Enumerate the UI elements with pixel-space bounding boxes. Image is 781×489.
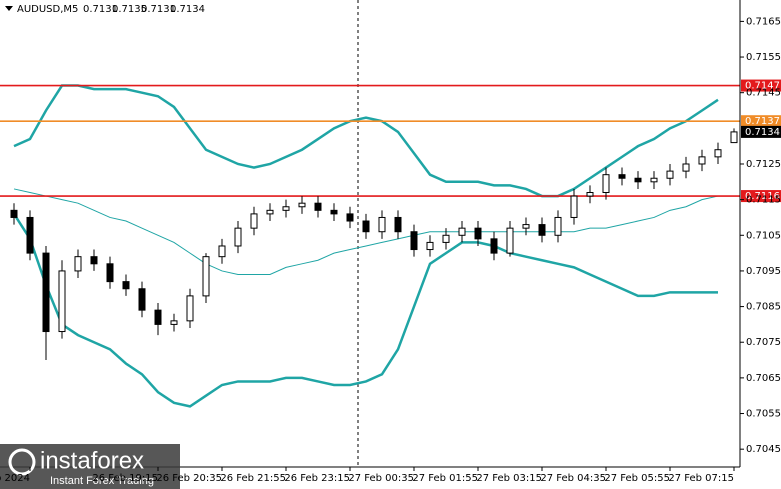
x-tick-label: 26 Feb 23:15 — [284, 473, 350, 484]
candle-body — [362, 220, 370, 233]
level-label-bg — [741, 115, 781, 128]
candle-body — [186, 295, 194, 322]
y-tick-label: 0.7165 — [746, 16, 781, 27]
y-tick-label: 0.7085 — [746, 302, 781, 313]
watermark-tagline: Instant Forex Trading — [50, 475, 154, 487]
candle-body — [330, 209, 338, 215]
candle-body — [346, 213, 354, 222]
candle-body — [26, 216, 34, 254]
watermark-icon — [8, 448, 36, 476]
candle-body — [474, 227, 482, 240]
y-tick-label: 0.7125 — [746, 159, 781, 170]
level-label-bg — [741, 190, 781, 203]
candle-body — [506, 227, 514, 254]
band-line — [13, 188, 719, 275]
candle-body — [170, 320, 178, 325]
symbol-title: AUDUSD,M5 — [17, 4, 78, 15]
candle-body — [106, 263, 114, 283]
candle-body — [314, 202, 322, 211]
x-tick-label: 27 Feb 00:35 — [348, 473, 414, 484]
x-tick-label: 27 Feb 04:35 — [540, 473, 606, 484]
watermark: instaforex Instant Forex Trading — [0, 444, 180, 489]
header-close: 0.7134 — [170, 4, 205, 15]
candle-body — [250, 213, 258, 229]
candle-body — [138, 288, 146, 311]
header-high: 0.7135 — [112, 4, 147, 15]
candle-body — [42, 252, 50, 333]
x-tick-label: 27 Feb 03:15 — [476, 473, 542, 484]
candle-body — [218, 245, 226, 258]
level-label: 0.7116 — [745, 191, 780, 202]
candle-body — [426, 241, 434, 251]
candle-body — [282, 206, 290, 211]
watermark-brand: instaforex — [40, 447, 144, 474]
candle-body — [410, 231, 418, 251]
candle-body — [602, 174, 610, 194]
x-tick-label: 26 Feb 19:15 — [92, 473, 158, 484]
price-label-bg — [741, 125, 781, 138]
level-label-bg — [741, 79, 781, 92]
candle-body — [394, 216, 402, 233]
y-tick-label: 0.7145 — [746, 88, 781, 99]
candle-body — [730, 131, 738, 144]
y-tick-label: 0.7055 — [746, 409, 781, 420]
header-low: 0.7131 — [141, 4, 176, 15]
y-tick-label: 0.7075 — [746, 337, 781, 348]
candle-body — [618, 174, 626, 179]
x-tick-label: 27 Feb 07:15 — [668, 473, 734, 484]
candle-body — [154, 309, 162, 325]
candle-body — [90, 256, 98, 265]
overlay: 0.7147 0.7137 0.7116 0.7134 — [741, 79, 781, 203]
band-line — [13, 84, 719, 198]
candle-body — [74, 256, 82, 272]
y-tick-label: 0.7115 — [746, 195, 781, 206]
x-tick-label: 27 Feb 01:55 — [412, 473, 478, 484]
candle-body — [58, 270, 66, 333]
y-tick-label: 0.7095 — [746, 266, 781, 277]
candle-body — [538, 224, 546, 236]
plot-area — [0, 84, 740, 408]
candle-body — [586, 192, 594, 197]
candle-body — [698, 156, 706, 165]
candle-body — [122, 281, 130, 290]
x-tick-label: 27 Feb 05:55 — [604, 473, 670, 484]
level-label: 0.7137 — [745, 116, 780, 127]
x-tick-label: 26 Feb 2024 — [0, 473, 30, 484]
candle-body — [570, 195, 578, 218]
candle-body — [10, 209, 18, 218]
y-tick-label: 0.7155 — [746, 52, 781, 63]
candle-body — [442, 234, 450, 243]
candle-body — [490, 238, 498, 254]
candle-body — [298, 202, 306, 208]
candle-body — [682, 163, 690, 172]
header-open: 0.7131 — [83, 4, 118, 15]
candle-body — [634, 177, 642, 183]
price-label: 0.7134 — [745, 127, 780, 138]
candle-body — [378, 216, 386, 233]
x-tick-label: 26 Feb 21:55 — [220, 473, 286, 484]
candle-body — [266, 209, 274, 215]
candle-body — [458, 227, 466, 236]
y-tick-label: 0.7105 — [746, 230, 781, 241]
header-arrow — [5, 6, 13, 11]
candle-body — [714, 149, 722, 158]
candle-body — [522, 224, 530, 229]
candle-body — [202, 256, 210, 297]
y-tick-label: 0.7045 — [746, 444, 781, 455]
level-label: 0.7147 — [745, 81, 780, 92]
candle-body — [650, 177, 658, 183]
y-tick-label: 0.7065 — [746, 373, 781, 384]
candle-body — [554, 216, 562, 236]
x-tick-label: 26 Feb 20:35 — [156, 473, 222, 484]
band-line — [12, 213, 718, 408]
candle-body — [666, 170, 674, 179]
candle-body — [234, 227, 242, 247]
